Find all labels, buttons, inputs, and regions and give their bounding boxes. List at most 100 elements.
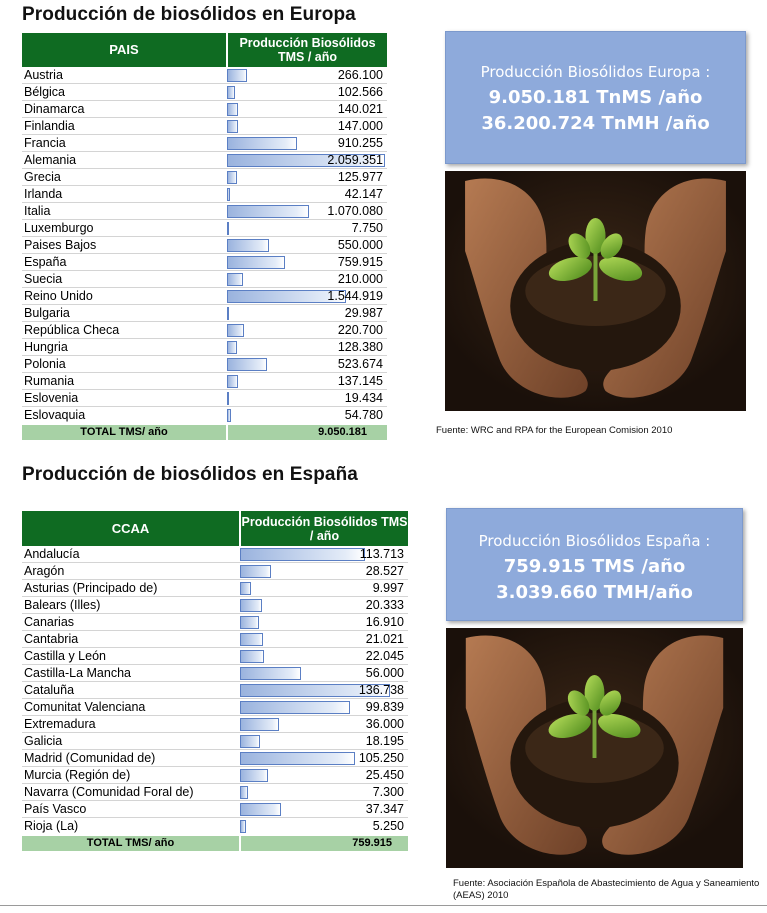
spain-data-bar <box>240 769 268 783</box>
europe-row: Dinamarca 140.021 <box>22 101 387 118</box>
europe-row: Polonia 523.674 <box>22 356 387 373</box>
europe-data-bar <box>227 86 235 100</box>
spain-row: Andalucía 113.713 <box>22 546 408 563</box>
spain-row: Asturias (Principado de) 9.997 <box>22 580 408 597</box>
europe-row-value: 128.380 <box>337 340 383 355</box>
spain-row-value-cell: 99.839 <box>240 699 408 716</box>
spain-row: Extremadura 36.000 <box>22 716 408 733</box>
europe-row: Alemania 2.059.351 <box>22 152 387 169</box>
europe-row-name: Austria <box>24 68 63 83</box>
spain-section-title: Producción de biosólidos en España <box>22 464 358 485</box>
hands-soil-seedling-image-2 <box>446 628 743 868</box>
europe-data-bar <box>227 358 267 372</box>
spain-data-bar <box>240 582 251 596</box>
europe-data-bar <box>227 375 238 389</box>
europe-row-value: 1.070.080 <box>327 204 383 219</box>
europe-row-name: Eslovenia <box>24 391 79 406</box>
europe-row-value: 140.021 <box>337 102 383 117</box>
spain-row-name: Cataluña <box>24 683 75 698</box>
europe-row: Italia 1.070.080 <box>22 203 387 220</box>
europe-row-name: Eslovaquia <box>24 408 86 423</box>
spain-row-value-cell: 22.045 <box>240 648 408 665</box>
spain-row-value-cell: 20.333 <box>240 597 408 614</box>
europe-row: Eslovaquia 54.780 <box>22 407 387 425</box>
europe-data-bar <box>227 290 346 304</box>
europe-row: Grecia 125.977 <box>22 169 387 186</box>
spain-row: Rioja (La) 5.250 <box>22 818 408 836</box>
spain-row-value: 16.910 <box>365 615 404 630</box>
europe-row-value: 1.544.919 <box>327 289 383 304</box>
europe-row-value-cell: 147.000 <box>227 118 387 135</box>
europe-row-name: Suecia <box>24 272 63 287</box>
europe-row-name: Grecia <box>24 170 61 185</box>
europe-data-bar <box>227 103 238 117</box>
spain-row: Madrid (Comunidad de) 105.250 <box>22 750 408 767</box>
europe-row: Bélgica 102.566 <box>22 84 387 101</box>
europe-row: Irlanda 42.147 <box>22 186 387 203</box>
spain-row-value: 21.021 <box>365 632 404 647</box>
spain-data-bar <box>240 803 281 817</box>
europe-row: Paises Bajos 550.000 <box>22 237 387 254</box>
spain-row-value: 5.250 <box>372 819 404 834</box>
spain-row-name: Castilla y León <box>24 649 106 664</box>
spain-data-bar <box>240 650 264 664</box>
spain-row-value: 136.738 <box>358 683 404 698</box>
europe-row-value: 54.780 <box>344 408 383 423</box>
europe-data-bar <box>227 171 237 185</box>
europe-data-bar <box>227 324 244 338</box>
spain-data-bar <box>240 565 271 579</box>
europe-row: Luxemburgo 7.750 <box>22 220 387 237</box>
europe-production-table: PAIS Producción Biosólidos TMS / año Aus… <box>22 33 387 441</box>
spain-row-value-cell: 105.250 <box>240 750 408 767</box>
europe-row-name: Polonia <box>24 357 66 372</box>
spain-data-bar <box>240 701 350 715</box>
europe-row-value-cell: 140.021 <box>227 101 387 118</box>
spain-summary-box: Producción Biosólidos España : 759.915 T… <box>446 508 743 621</box>
spain-row-value-cell: 28.527 <box>240 563 408 580</box>
europe-row-name: Reino Unido <box>24 289 93 304</box>
spain-row-value-cell: 56.000 <box>240 665 408 682</box>
spain-row-name: Andalucía <box>24 547 80 562</box>
europe-row-value: 550.000 <box>337 238 383 253</box>
spain-row-value-cell: 25.450 <box>240 767 408 784</box>
spain-row-value-cell: 36.000 <box>240 716 408 733</box>
europe-row-value-cell: 137.145 <box>227 373 387 390</box>
spain-row: Galicia 18.195 <box>22 733 408 750</box>
spain-row-name: Madrid (Comunidad de) <box>24 751 156 766</box>
europe-row-value: 7.750 <box>351 221 383 236</box>
europe-row-value-cell: 220.700 <box>227 322 387 339</box>
europe-data-bar <box>227 341 237 355</box>
europe-col-value-header: Producción Biosólidos TMS / año <box>227 33 387 67</box>
spain-row: País Vasco 37.347 <box>22 801 408 818</box>
spain-source-note: Fuente: Asociación Española de Abastecim… <box>453 878 760 901</box>
europe-row-value-cell: 550.000 <box>227 237 387 254</box>
spain-row: Cantabria 21.021 <box>22 631 408 648</box>
spain-row: Castilla y León 22.045 <box>22 648 408 665</box>
europe-row-value: 19.434 <box>344 391 383 406</box>
spain-row-value: 7.300 <box>372 785 404 800</box>
europe-col-country-header: PAIS <box>22 33 228 67</box>
europe-row: Austria 266.100 <box>22 67 387 84</box>
europe-row-name: Bélgica <box>24 85 65 100</box>
spain-col-region-header: CCAA <box>22 511 241 546</box>
spain-row-name: Aragón <box>24 564 65 579</box>
spain-data-bar <box>240 735 260 749</box>
spain-row-value-cell: 9.997 <box>240 580 408 597</box>
spain-row-value-cell: 21.021 <box>240 631 408 648</box>
spain-data-bar <box>240 684 390 698</box>
spain-row-value: 37.347 <box>365 802 404 817</box>
hands-soil-seedling-image <box>445 171 746 411</box>
europe-row-value: 523.674 <box>337 357 383 372</box>
europe-row-value-cell: 102.566 <box>227 84 387 101</box>
spain-data-bar <box>240 752 355 766</box>
europe-row-value-cell: 1.544.919 <box>227 288 387 305</box>
bottom-divider <box>0 905 767 906</box>
europe-row-value: 42.147 <box>344 187 383 202</box>
spain-row-value-cell: 18.195 <box>240 733 408 750</box>
spain-row-value: 36.000 <box>365 717 404 732</box>
europe-row-value: 759.915 <box>337 255 383 270</box>
spain-row-value-cell: 7.300 <box>240 784 408 801</box>
spain-row: Canarias 16.910 <box>22 614 408 631</box>
spain-row-name: País Vasco <box>24 802 87 817</box>
europe-data-bar <box>227 137 297 151</box>
